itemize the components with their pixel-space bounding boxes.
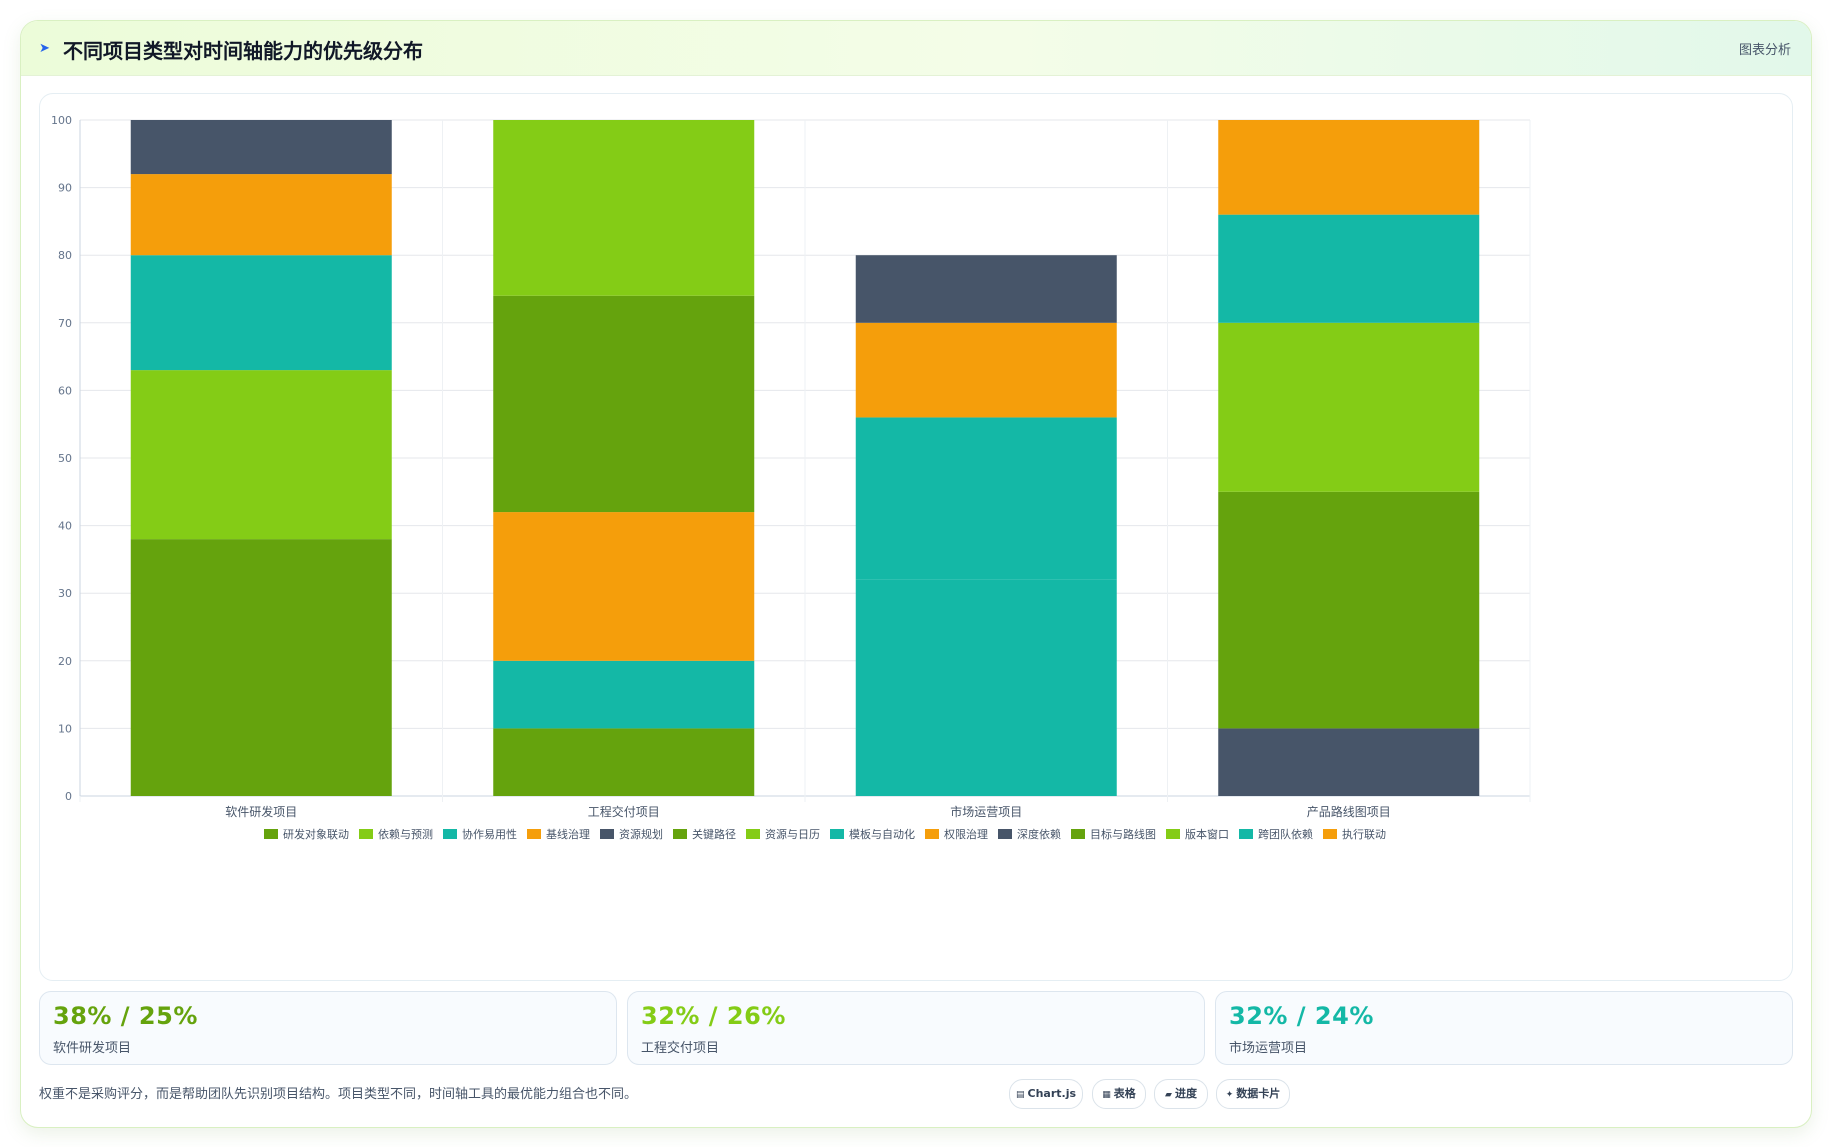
stat-label: 工程交付项目 — [641, 1041, 720, 1056]
bar-segment — [493, 120, 755, 296]
legend-swatch — [359, 829, 373, 839]
bar-segment — [855, 322, 1117, 418]
y-tick-label: 70 — [58, 317, 72, 330]
legend-label: 目标与路线图 — [1090, 827, 1156, 841]
bar-segment — [493, 728, 755, 796]
x-tick-label: 软件研发项目 — [225, 804, 297, 819]
legend-label: 深度依赖 — [1017, 827, 1061, 841]
stat-value: 32% / 24% — [1229, 1002, 1374, 1030]
legend-swatch — [830, 829, 844, 839]
legend-swatch — [264, 829, 278, 839]
card-icon: ✦ — [1225, 1090, 1234, 1100]
stat-value: 32% / 26% — [641, 1002, 786, 1030]
legend-swatch — [600, 829, 614, 839]
legend-swatch — [1239, 829, 1253, 839]
y-tick-label: 30 — [58, 587, 72, 600]
legend-label: 资源与日历 — [765, 827, 820, 841]
legend-swatch — [443, 829, 457, 839]
y-tick-label: 0 — [65, 790, 72, 803]
legend-label: 版本窗口 — [1185, 827, 1229, 841]
stat-value: 38% / 25% — [53, 1002, 198, 1030]
y-tick-label: 80 — [58, 249, 72, 262]
y-tick-label: 50 — [58, 452, 72, 465]
bar-segment — [855, 417, 1117, 580]
legend-swatch — [1071, 829, 1085, 839]
y-tick-label: 60 — [58, 384, 72, 397]
y-tick-label: 40 — [58, 520, 72, 533]
y-tick-label: 10 — [58, 722, 72, 735]
bar-segment — [130, 255, 392, 371]
bar-segment — [493, 512, 755, 661]
card-header: ➤ 不同项目类型对时间轴能力的优先级分布 图表分析 — [21, 21, 1811, 76]
data-card-chip[interactable]: ✦ 数据卡片 — [1216, 1079, 1290, 1109]
chip-label: 进度 — [1174, 1087, 1197, 1100]
legend-label: 资源规划 — [619, 827, 663, 841]
legend-label: 协作易用性 — [462, 827, 517, 841]
chip-label: 数据卡片 — [1236, 1087, 1281, 1100]
legend-swatch — [998, 829, 1012, 839]
progress-icon: ▰ — [1165, 1090, 1172, 1100]
bar-segment — [1218, 322, 1480, 492]
progress-chip[interactable]: ▰ 进度 — [1154, 1079, 1208, 1109]
bar-segment — [1218, 214, 1480, 323]
legend-label: 关键路径 — [692, 827, 736, 841]
bar-segment — [855, 579, 1117, 796]
legend-swatch — [1166, 829, 1180, 839]
bar-segment — [493, 295, 755, 513]
chart-analysis-label: 图表分析 — [1738, 43, 1791, 58]
x-tick-label: 市场运营项目 — [950, 804, 1022, 819]
stat-card-software: 38% / 25% 软件研发项目 — [39, 991, 617, 1065]
bar-segment — [1218, 120, 1480, 215]
bar-segment — [1218, 491, 1480, 729]
table-chip[interactable]: ▦ 表格 — [1092, 1079, 1146, 1109]
bar-segment — [855, 255, 1117, 323]
chart-icon: ▤ — [1015, 1090, 1025, 1100]
legend-label: 模板与自动化 — [849, 827, 915, 841]
y-tick-label: 20 — [58, 655, 72, 668]
legend-label: 权限治理 — [944, 827, 988, 841]
legend-swatch — [527, 829, 541, 839]
stat-card-marketing: 32% / 24% 市场运营项目 — [1215, 991, 1793, 1065]
legend-label: 跨团队依赖 — [1258, 827, 1313, 841]
y-tick-label: 100 — [51, 114, 72, 127]
x-tick-label: 工程交付项目 — [588, 804, 660, 819]
chartjs-chip[interactable]: ▤ Chart.js — [1009, 1079, 1083, 1109]
legend-label: 依赖与预测 — [378, 828, 433, 841]
legend-swatch — [1323, 829, 1337, 839]
y-tick-label: 90 — [58, 182, 72, 195]
bar-segment — [1218, 728, 1480, 796]
footer-note: 权重不是采购评分，而是帮助团队先识别项目结构。项目类型不同，时间轴工具的最优能力… — [39, 1087, 638, 1102]
chip-label: 表格 — [1113, 1087, 1136, 1100]
legend-label: 研发对象联动 — [283, 827, 349, 841]
stat-label: 市场运营项目 — [1229, 1041, 1308, 1056]
chip-label: Chart.js — [1027, 1087, 1077, 1100]
table-icon: ▦ — [1102, 1090, 1111, 1100]
bar-segment — [130, 174, 392, 256]
sparkle-icon: ➤ — [39, 41, 50, 56]
chart-card: ➤ 不同项目类型对时间轴能力的优先级分布 图表分析 0 10 20 30 40 50 60 7… — [20, 20, 1812, 1128]
stat-card-engineering: 32% / 26% 工程交付项目 — [627, 991, 1205, 1065]
stat-label: 软件研发项目 — [53, 1041, 132, 1056]
bar-segment — [130, 370, 392, 540]
chart-area: 0 10 20 30 40 50 60 70 80 90 100 软件研发项目 工程交付项目 市场运营项目… — [39, 93, 1793, 981]
legend-swatch — [925, 829, 939, 839]
stacked-bar-chart: 0 10 20 30 40 50 60 70 80 90 100 软件研发项目 工程交付项目 市场运营项目… — [51, 114, 1531, 841]
legend-swatch — [746, 829, 760, 839]
bar-segment — [493, 660, 755, 729]
legend-label: 基线治理 — [546, 827, 590, 841]
legend-swatch — [673, 829, 687, 839]
bar-segment — [130, 120, 392, 175]
chart-title: 不同项目类型对时间轴能力的优先级分布 — [63, 39, 423, 63]
x-tick-label: 产品路线图项目 — [1307, 804, 1391, 819]
legend-label: 执行联动 — [1342, 827, 1386, 841]
bar-segment — [130, 539, 392, 796]
